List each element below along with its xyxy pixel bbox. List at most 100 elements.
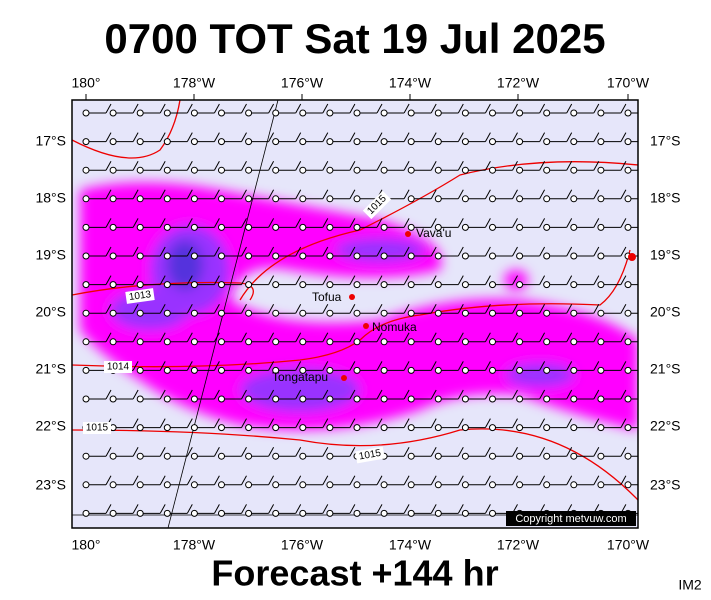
- barb-station: [109, 281, 117, 289]
- barb-flag: [349, 389, 356, 400]
- barb-flag: [213, 303, 220, 314]
- wind-barb: [326, 418, 356, 432]
- wind-barb: [326, 504, 356, 517]
- barb-station: [597, 424, 605, 432]
- barb-station: [597, 309, 605, 317]
- wind-barb: [624, 338, 638, 346]
- barb-station: [299, 223, 307, 231]
- wind-barb: [82, 103, 112, 117]
- wind-barb: [543, 103, 573, 117]
- lon-label: 170°W: [607, 537, 650, 553]
- wind-barb: [461, 189, 491, 203]
- barb-station: [353, 424, 361, 432]
- wind-barb: [489, 275, 518, 289]
- lat-label: 18°S: [35, 190, 66, 206]
- wind-barb: [163, 361, 193, 374]
- barb-station: [190, 166, 198, 174]
- wind-barb: [299, 103, 329, 117]
- barb-station: [326, 395, 334, 403]
- barb-flag: [620, 103, 627, 114]
- wind-barb: [543, 303, 573, 317]
- wind-barb: [218, 132, 247, 146]
- barb-station: [136, 452, 144, 460]
- barb-flag: [566, 218, 573, 228]
- barb-station: [353, 281, 361, 289]
- barb-flag: [376, 303, 383, 314]
- barb-station: [407, 252, 415, 260]
- barb-flag: [159, 389, 166, 400]
- barb-station: [190, 509, 198, 517]
- barb-station: [543, 195, 551, 203]
- barb-station: [109, 395, 117, 403]
- lat-label: 20°S: [650, 304, 681, 320]
- wind-barb: [299, 446, 329, 460]
- barb-station: [299, 109, 307, 117]
- barb-flag: [295, 303, 302, 314]
- wind-barb: [597, 189, 627, 203]
- wind-barb: [543, 361, 573, 374]
- barb-flag: [457, 246, 464, 257]
- barb-flag: [457, 103, 464, 114]
- barb-flag: [430, 389, 437, 400]
- barb-flag: [105, 275, 112, 285]
- barb-flag: [159, 446, 166, 457]
- barb-station: [326, 309, 334, 317]
- wind-barb: [489, 361, 518, 374]
- barb-station: [624, 166, 632, 174]
- wind-barb: [624, 395, 638, 403]
- barb-flag: [648, 504, 653, 513]
- barb-flag: [213, 332, 220, 343]
- wind-barb: [407, 189, 437, 203]
- barb-station: [543, 281, 551, 289]
- wind-barb: [489, 475, 518, 489]
- barb-flag: [159, 132, 166, 142]
- barb-flag: [241, 504, 247, 514]
- barb-flag: [593, 103, 600, 114]
- wind-barb: [299, 132, 329, 146]
- barb-flag: [322, 361, 329, 371]
- barb-station: [109, 138, 117, 146]
- wind-barb: [461, 361, 491, 374]
- barb-flag: [186, 389, 193, 400]
- wind-barb: [245, 275, 275, 289]
- barb-flag: [403, 218, 410, 228]
- barb-station: [163, 166, 171, 174]
- isobar-label-bg: [125, 288, 155, 304]
- barb-flag: [566, 103, 573, 114]
- barb-station: [407, 309, 415, 317]
- barb-flag: [539, 475, 546, 486]
- barb-station: [380, 109, 388, 117]
- barb-station: [624, 281, 632, 289]
- wind-barb: [570, 160, 600, 174]
- isobar-label-bg: [104, 361, 132, 373]
- barb-station: [218, 252, 225, 260]
- barb-station: [190, 366, 198, 374]
- wind-barb: [82, 246, 112, 260]
- isobar-label: 1013: [125, 288, 155, 304]
- barb-flag: [566, 160, 573, 171]
- barb-flag: [322, 389, 329, 400]
- barb-flag: [403, 475, 410, 486]
- barb-flag: [376, 132, 383, 142]
- lat-label: 23°S: [35, 477, 66, 493]
- barb-flag: [430, 218, 437, 228]
- barb-flag: [376, 103, 383, 114]
- barb-station: [461, 309, 469, 317]
- barb-flag: [484, 189, 491, 200]
- barb-flag: [430, 246, 437, 257]
- barb-station: [407, 138, 415, 146]
- lat-label: 19°S: [35, 247, 66, 263]
- barb-flag: [539, 218, 546, 228]
- barb-station: [326, 481, 334, 489]
- wind-barb: [163, 332, 193, 346]
- wind-barb: [543, 446, 573, 460]
- wind-barb: [136, 160, 166, 174]
- wind-barb: [461, 275, 491, 289]
- barb-station: [597, 223, 605, 231]
- barb-flag: [322, 446, 329, 457]
- wind-barb: [597, 132, 627, 146]
- wind-barb: [245, 475, 275, 489]
- barb-station: [326, 424, 334, 432]
- barb-station: [82, 281, 90, 289]
- barb-flag: [484, 418, 491, 428]
